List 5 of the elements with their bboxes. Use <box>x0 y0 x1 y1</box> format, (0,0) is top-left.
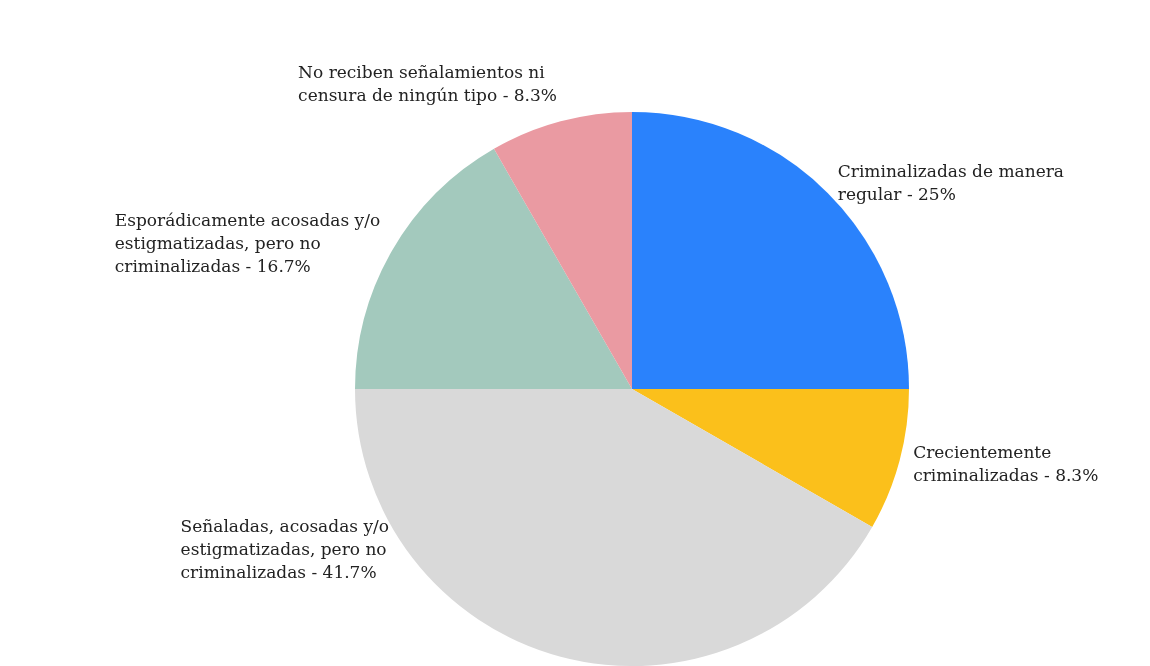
slice-label: Criminalizadas de manera regular - 25% <box>837 161 1064 205</box>
slice-label: Crecientemente criminalizadas - 8.3% <box>913 442 1099 486</box>
slice-label: No reciben señalamientos ni censura de ningún tipo - 8.3% <box>298 61 557 105</box>
slice-label: Señaladas, acosadas y/o estigmatizadas, pero no criminalizadas - 41.7% <box>180 515 389 582</box>
slice-label: Esporádicamente acosadas y/o estigmatizadas, pero no criminalizadas - 16.7% <box>114 209 381 276</box>
